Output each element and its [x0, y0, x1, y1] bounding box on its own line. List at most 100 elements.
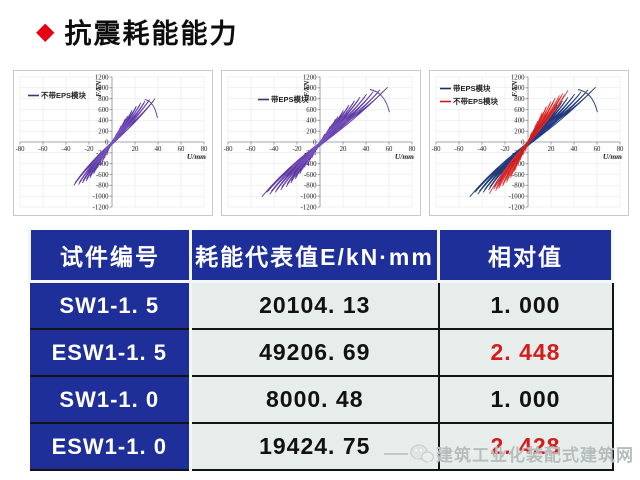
energy-value: 19424. 75	[189, 422, 440, 471]
table-row: SW1-1. 5 20104. 13 1. 000	[29, 280, 614, 330]
y-tick-label: -600	[96, 172, 109, 179]
charts-row: 1200 1000 800 600 400 200 0 -20 0 -400 -600 -800 -10…	[0, 70, 640, 216]
x-tick-label: -60	[38, 146, 48, 153]
x-tick-label: 40	[155, 146, 162, 153]
hysteresis-plot-svg: 120010008006004002000-200-400-600-800-10…	[431, 74, 624, 211]
col-header-relative: 相对值	[437, 230, 614, 283]
y-tick-label: -800	[304, 183, 317, 190]
slide-title: ◆ 抗震耗能能力	[36, 12, 238, 51]
hysteresis-plot-svg: 120010008006004002000-200-400-600-800-10…	[223, 74, 416, 211]
relative-value: 1. 000	[437, 280, 614, 330]
specimen-id: ESW1-1. 0	[29, 422, 192, 471]
y-tick-label: 600	[306, 107, 317, 114]
relative-value: 2. 448	[437, 328, 614, 377]
x-tick-label: -60	[454, 146, 464, 153]
energy-value: 49206. 69	[189, 328, 440, 377]
x-tick-label: -60	[246, 146, 256, 153]
y-tick-label: -1200	[509, 204, 525, 211]
y-tick-label: 200	[514, 128, 525, 135]
x-tick-label: 80	[617, 146, 624, 153]
x-axis-label: U/mm	[187, 152, 206, 161]
x-tick-label: 60	[386, 146, 393, 153]
y-tick-label: 400	[514, 118, 525, 125]
legend-label: 不带EPS模块	[453, 96, 499, 106]
specimen-id: SW1-1. 5	[29, 280, 192, 330]
table-header-row: 试件编号 耗能代表值E/kN·mm 相对值	[28, 230, 614, 283]
specimen-id: ESW1-1. 5	[29, 328, 192, 377]
x-axis-label: U/mm	[603, 152, 622, 161]
y-tick-label: 200	[306, 128, 317, 135]
y-tick-label: -400	[304, 161, 317, 168]
x-tick-label: 80	[409, 146, 416, 153]
y-tick-label: 800	[306, 96, 317, 103]
x-tick-label: 40	[571, 146, 578, 153]
col-header-specimen: 试件编号	[28, 230, 192, 283]
table-row: ESW1-1. 5 49206. 69 2. 448	[29, 328, 614, 377]
x-tick-label: 60	[178, 146, 185, 153]
hysteresis-plot-svg: 120010008006004002000-200-400-600-800-10…	[15, 74, 208, 211]
y-axis-label: F/kN	[94, 80, 103, 97]
y-tick-label: 200	[98, 128, 109, 135]
y-tick-label: 1200	[303, 74, 317, 81]
legend-label: 带EPS模块	[453, 83, 491, 93]
col-header-energy: 耗能代表值E/kN·mm	[189, 230, 440, 283]
relative-value: 1. 000	[437, 375, 614, 424]
x-tick-label: -80	[223, 146, 233, 153]
x-tick-label: -20	[500, 146, 510, 153]
y-tick-label: -600	[304, 172, 317, 179]
y-tick-label: -800	[512, 183, 525, 190]
y-tick-label: -600	[512, 172, 525, 179]
legend-label: 带EPS模块	[271, 94, 309, 104]
table-row: SW1-1. 0 8000. 48 1. 000	[29, 375, 614, 424]
y-tick-label: 0	[105, 139, 109, 146]
chart-comparison: 1200 1000 800 600 400 200 0 -200 -400 -600 -800 -10…	[429, 70, 629, 216]
y-tick-label: 400	[306, 118, 317, 125]
legend-label: 不带EPS模块	[41, 90, 87, 100]
energy-value: 8000. 48	[189, 375, 440, 424]
relative-value: 2. 428	[437, 422, 614, 471]
y-tick-label: 400	[98, 118, 109, 125]
specimen-id: SW1-1. 0	[29, 375, 192, 424]
x-tick-label: 20	[548, 146, 555, 153]
page-title: 抗震耗能能力	[64, 19, 239, 49]
chart-without-eps: 1200 1000 800 600 400 200 0 -200 -400 -600 -800 -10…	[13, 70, 213, 216]
y-tick-label: -400	[96, 161, 109, 168]
y-tick-label: -400	[512, 161, 525, 168]
y-tick-label: -1200	[301, 204, 317, 211]
x-tick-label: -20	[84, 146, 94, 153]
y-tick-label: 0	[313, 139, 317, 146]
x-tick-label: -40	[477, 146, 487, 153]
y-tick-label: -1000	[93, 193, 109, 200]
y-tick-label: -1000	[509, 193, 525, 200]
y-tick-label: 1000	[511, 85, 525, 92]
energy-table: 试件编号 耗能代表值E/kN·mm 相对值 SW1-1. 5 20104. 13…	[28, 230, 614, 471]
x-tick-label: -20	[292, 146, 302, 153]
y-tick-label: 1200	[95, 74, 109, 81]
x-tick-label: 80	[201, 146, 208, 153]
energy-value: 20104. 13	[189, 280, 440, 330]
y-tick-label: -800	[96, 183, 109, 190]
table-row: ESW1-1. 0 19424. 75 2. 428	[29, 422, 614, 471]
y-tick-label: 1000	[95, 85, 109, 92]
y-tick-label: 800	[514, 96, 525, 103]
x-tick-label: 60	[594, 146, 601, 153]
x-tick-label: -40	[61, 146, 71, 153]
y-tick-label: -1000	[301, 193, 317, 200]
y-tick-label: 600	[514, 107, 525, 114]
x-axis-label: U/mm	[395, 152, 414, 161]
diamond-bullet-icon: ◆	[36, 17, 55, 45]
y-axis-label: F/kN	[510, 80, 519, 97]
y-tick-label: 800	[98, 96, 109, 103]
y-tick-label: 1000	[303, 85, 317, 92]
x-tick-label: -80	[15, 146, 25, 153]
x-tick-label: 40	[363, 146, 370, 153]
x-tick-label: -40	[269, 146, 279, 153]
x-tick-label: 20	[132, 146, 139, 153]
y-tick-label: 1200	[511, 74, 525, 81]
x-tick-label: 20	[340, 146, 347, 153]
x-tick-label: -80	[431, 146, 441, 153]
y-axis-label: F/kN	[302, 80, 311, 97]
chart-with-eps: 1200 1000 800 600 400 200 0 -200 -400 -600 -800 -10…	[221, 70, 421, 216]
y-tick-label: 600	[98, 107, 109, 114]
